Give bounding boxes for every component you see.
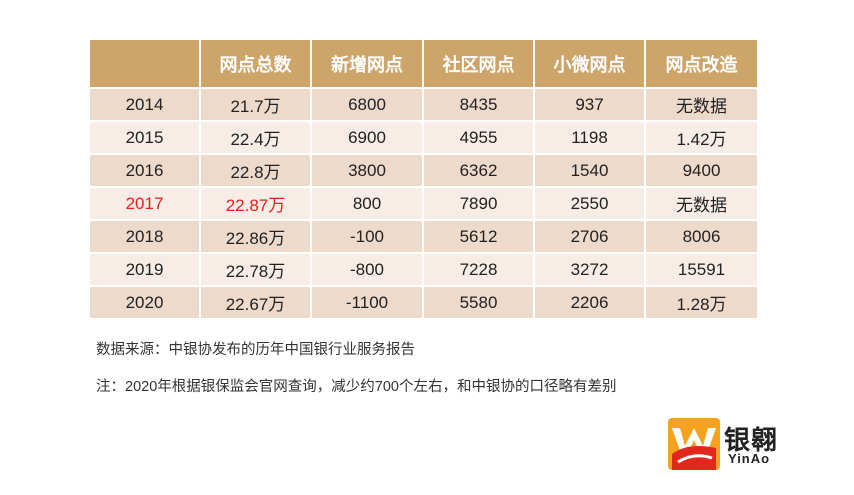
cell-total: 22.4万 (200, 121, 312, 155)
cell-community: 7890 (423, 187, 535, 221)
cell-year: 2016 (90, 154, 201, 188)
yinao-logo-icon (668, 418, 720, 470)
cell-new: 6900 (311, 121, 424, 155)
header-micro-branches: 小微网点 (534, 40, 646, 89)
yinao-logo: 银翱 YinAo (668, 418, 798, 472)
cell-total: 22.86万 (200, 220, 312, 254)
table-header-row: 网点总数 新增网点 社区网点 小微网点 网点改造 (90, 40, 757, 89)
cell-renovated: 无数据 (645, 88, 757, 122)
cell-micro: 1540 (534, 154, 646, 188)
footnote-text: 注：2020年根据银保监会官网查询，减少约700个左右，和中银协的口径略有差别 (96, 379, 617, 395)
cell-community: 4955 (423, 121, 535, 155)
cell-new: 6800 (311, 88, 424, 122)
cell-micro: 2550 (534, 187, 646, 221)
cell-new: -1100 (311, 286, 424, 320)
header-total-branches: 网点总数 (200, 40, 312, 89)
cell-total: 22.87万 (200, 187, 312, 221)
cell-year: 2020 (90, 286, 201, 320)
logo-chinese-name: 银翱 (724, 425, 779, 455)
cell-year: 2018 (90, 220, 201, 254)
cell-new: 3800 (311, 154, 424, 188)
cell-total: 22.67万 (200, 286, 312, 320)
cell-total: 21.7万 (200, 88, 312, 122)
cell-micro: 2206 (534, 286, 646, 320)
cell-new: -100 (311, 220, 424, 254)
header-community-branches: 社区网点 (423, 40, 535, 89)
data-table-container: 网点总数 新增网点 社区网点 小微网点 网点改造 2014 21.7万 6800… (90, 40, 757, 320)
cell-micro: 1198 (534, 121, 646, 155)
cell-year: 2015 (90, 121, 201, 155)
data-source-text: 数据来源：中银协发布的历年中国银行业服务报告 (96, 342, 415, 358)
table-row: 2015 22.4万 6900 4955 1198 1.42万 (90, 121, 757, 155)
cell-total: 22.8万 (200, 154, 312, 188)
cell-renovated: 8006 (645, 220, 757, 254)
table-row: 2020 22.67万 -1100 5580 2206 1.28万 (90, 286, 757, 320)
cell-community: 5612 (423, 220, 535, 254)
bank-branch-table: 网点总数 新增网点 社区网点 小微网点 网点改造 2014 21.7万 6800… (90, 40, 757, 320)
header-renovated-branches: 网点改造 (645, 40, 757, 89)
cell-renovated: 15591 (645, 253, 757, 287)
cell-community: 5580 (423, 286, 535, 320)
cell-renovated: 9400 (645, 154, 757, 188)
header-new-branches: 新增网点 (311, 40, 424, 89)
cell-renovated: 无数据 (645, 187, 757, 221)
cell-total: 22.78万 (200, 253, 312, 287)
cell-year: 2014 (90, 88, 201, 122)
cell-community: 6362 (423, 154, 535, 188)
cell-new: -800 (311, 253, 424, 287)
cell-year: 2017 (90, 187, 201, 221)
table-row: 2019 22.78万 -800 7228 3272 15591 (90, 253, 757, 287)
cell-micro: 2706 (534, 220, 646, 254)
table-row: 2014 21.7万 6800 8435 937 无数据 (90, 88, 757, 122)
table-row-highlighted: 2017 22.87万 800 7890 2550 无数据 (90, 187, 757, 221)
cell-micro: 937 (534, 88, 646, 122)
logo-english-name: YinAo (728, 451, 771, 466)
cell-renovated: 1.28万 (645, 286, 757, 320)
cell-new: 800 (311, 187, 424, 221)
table-row: 2016 22.8万 3800 6362 1540 9400 (90, 154, 757, 188)
cell-community: 8435 (423, 88, 535, 122)
cell-renovated: 1.42万 (645, 121, 757, 155)
table-body: 2014 21.7万 6800 8435 937 无数据 2015 22.4万 … (90, 88, 757, 320)
table-row: 2018 22.86万 -100 5612 2706 8006 (90, 220, 757, 254)
header-year (90, 40, 201, 89)
cell-micro: 3272 (534, 253, 646, 287)
cell-community: 7228 (423, 253, 535, 287)
cell-year: 2019 (90, 253, 201, 287)
